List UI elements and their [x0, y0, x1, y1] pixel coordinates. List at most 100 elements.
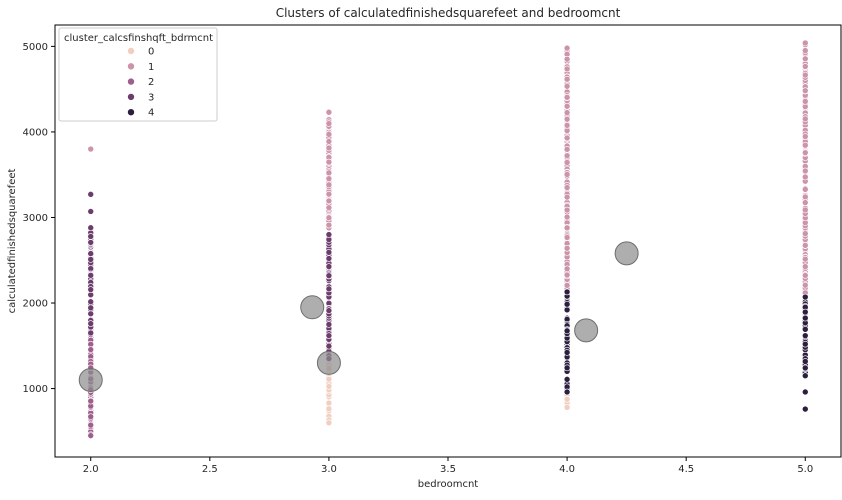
data-point-cluster-1 [801, 55, 809, 63]
data-point-cluster-3 [325, 307, 333, 314]
data-point-cluster-1 [325, 204, 333, 211]
data-point-cluster-2 [87, 413, 95, 420]
data-point-cluster-1 [563, 265, 571, 273]
data-point-cluster-1 [801, 133, 809, 140]
x-tick-label: 3.5 [440, 464, 456, 475]
data-point-cluster-3 [325, 342, 333, 350]
data-point-cluster-4 [563, 288, 571, 296]
data-point-cluster-1 [801, 199, 809, 206]
legend-label-3: 3 [148, 92, 154, 103]
legend-entries: 0 1 2 3 4 [127, 47, 154, 119]
x-tick-label: 4.5 [678, 464, 694, 475]
data-point-cluster-3 [87, 304, 95, 312]
y-axis: 1000 2000 3000 4000 5000 [23, 42, 55, 395]
data-point-cluster-4 [563, 376, 571, 383]
data-point-cluster-1 [563, 224, 571, 232]
data-point-cluster-4 [801, 358, 809, 365]
data-point-cluster-4 [563, 327, 571, 335]
data-point-cluster-1 [325, 138, 333, 145]
data-point-cluster-4 [563, 349, 571, 356]
data-point-cluster-1 [801, 186, 809, 193]
data-point-cluster-0 [563, 404, 571, 411]
data-point-cluster-3 [87, 286, 95, 293]
data-point-cluster-3 [87, 256, 95, 263]
data-point-cluster-0 [325, 419, 333, 427]
y-tick-label: 2000 [23, 299, 48, 310]
data-point-cluster-2 [87, 346, 95, 353]
data-point-cluster-1 [563, 121, 571, 129]
data-point-cluster-4 [801, 405, 809, 413]
legend-marker-4 [127, 108, 135, 116]
data-point-cluster-4 [801, 314, 809, 322]
data-point-cluster-1 [563, 234, 571, 241]
legend-label-0: 0 [148, 47, 154, 58]
data-point-cluster-4 [801, 332, 809, 339]
data-point-cluster-1 [563, 282, 571, 289]
data-point-cluster-0 [325, 405, 333, 413]
data-point-cluster-1 [801, 87, 809, 94]
data-point-cluster-4 [801, 372, 809, 380]
centroid-layer [78, 241, 639, 393]
data-point-cluster-1 [325, 190, 333, 198]
centroid-marker [614, 241, 639, 266]
data-point-cluster-3 [325, 231, 333, 238]
data-point-cluster-3 [87, 329, 95, 337]
data-point-cluster-1 [563, 271, 571, 279]
data-point-cluster-1 [801, 39, 809, 47]
data-point-cluster-1 [563, 94, 571, 101]
legend-marker-3 [127, 93, 135, 101]
data-point-cluster-1 [563, 75, 571, 83]
data-point-cluster-1 [801, 167, 809, 175]
data-point-cluster-0 [325, 399, 333, 407]
data-point-cluster-3 [87, 191, 95, 198]
data-point-cluster-1 [563, 244, 571, 252]
data-point-cluster-1 [563, 65, 571, 73]
centroid-marker [574, 318, 599, 343]
data-point-cluster-4 [801, 340, 809, 348]
data-point-cluster-1 [563, 44, 571, 52]
data-point-cluster-1 [563, 115, 571, 123]
data-point-cluster-4 [801, 388, 809, 396]
legend-marker-1 [127, 62, 135, 71]
data-point-cluster-1 [563, 171, 571, 178]
data-point-cluster-3 [87, 208, 95, 215]
legend-label-1: 1 [148, 62, 154, 73]
y-axis-label: calculatedfinishedsquarefeet [7, 168, 18, 313]
data-point-cluster-0 [325, 375, 333, 383]
data-point-cluster-0 [563, 395, 571, 403]
data-point-cluster-1 [563, 206, 571, 214]
data-point-cluster-3 [87, 298, 95, 306]
data-point-cluster-1 [325, 197, 333, 205]
data-point-cluster-2 [87, 432, 95, 439]
data-point-cluster-3 [325, 285, 333, 293]
data-point-cluster-4 [801, 364, 809, 372]
data-point-cluster-1 [325, 144, 333, 152]
data-point-cluster-1 [325, 175, 333, 182]
data-point-cluster-3 [325, 255, 333, 262]
data-point-cluster-1 [801, 255, 809, 263]
data-point-cluster-3 [87, 250, 95, 257]
x-axis-label: bedroomcnt [418, 479, 479, 490]
data-point-cluster-1 [563, 109, 571, 116]
data-point-cluster-1 [563, 152, 571, 159]
data-point-cluster-1 [325, 158, 333, 166]
data-point-cluster-4 [801, 325, 809, 333]
legend-title: cluster_calcsfinshqft_bdrmcnt [64, 33, 213, 44]
data-point-cluster-1 [801, 71, 809, 79]
legend: cluster_calcsfinshqft_bdrmcnt 0 1 2 3 4 [58, 27, 218, 122]
data-point-cluster-3 [325, 272, 333, 279]
data-point-cluster-1 [563, 213, 571, 221]
data-point-cluster-1 [563, 82, 571, 90]
y-tick-label: 5000 [23, 42, 48, 53]
data-point-cluster-4 [563, 388, 571, 396]
data-point-cluster-4 [563, 364, 571, 372]
x-axis: 2.0 2.5 3.0 3.5 4.0 4.5 5.0 [83, 457, 813, 475]
legend-marker-0 [127, 47, 135, 55]
y-tick-label: 4000 [23, 127, 48, 138]
data-point-cluster-1 [801, 193, 809, 201]
data-point-cluster-1 [563, 102, 571, 110]
data-point-cluster-1 [801, 63, 809, 70]
x-tick-label: 5.0 [797, 464, 813, 475]
